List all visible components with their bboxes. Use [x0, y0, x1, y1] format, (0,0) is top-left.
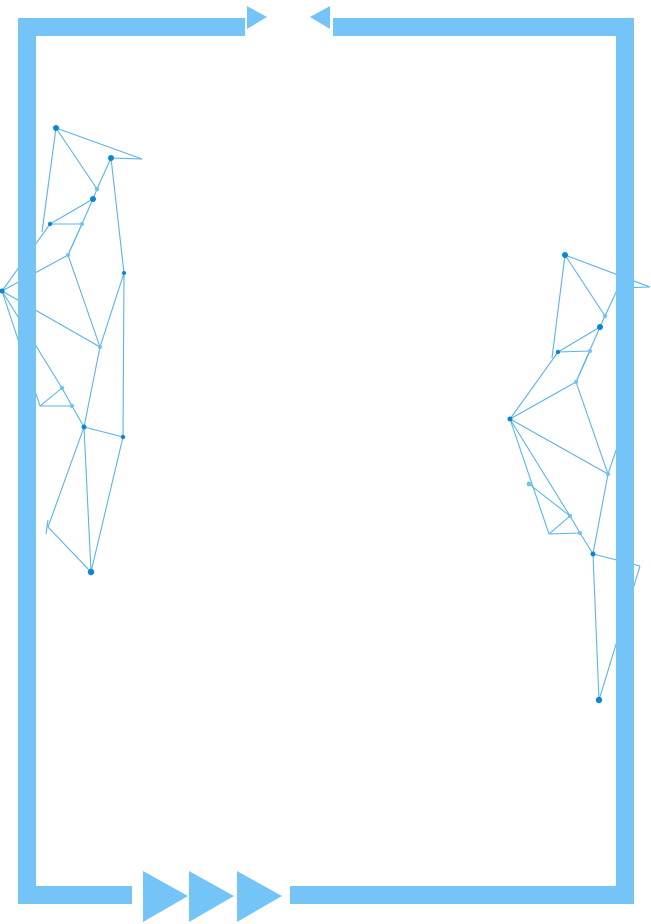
triangle-right-icon [247, 6, 267, 29]
triangle-right-icon [143, 871, 188, 922]
network-right-nodes [507, 252, 610, 704]
frame-border [18, 18, 634, 904]
triangle-right-icon [189, 871, 234, 922]
triangle-right-icon [237, 871, 282, 922]
network-left-nodes [0, 125, 126, 576]
triangle-left-icon [310, 6, 330, 29]
